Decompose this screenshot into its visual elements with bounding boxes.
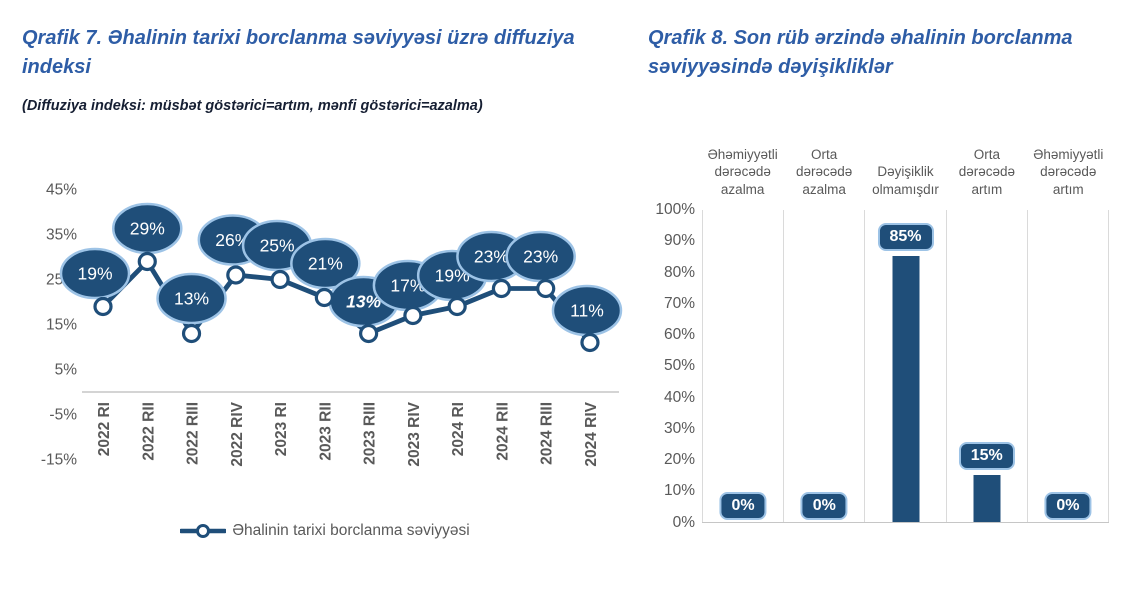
data-point-marker bbox=[226, 265, 246, 285]
category-label: Dəyişiklik olmamışdır bbox=[872, 164, 939, 198]
x-axis-category-label: 2024 RI bbox=[450, 402, 467, 456]
y-axis-tick-label: 35% bbox=[46, 227, 77, 244]
x-axis-category-label: 2023 RIV bbox=[406, 401, 423, 466]
y-axis-tick-label: 30% bbox=[663, 419, 695, 437]
y-axis-tick-label: 45% bbox=[46, 182, 77, 199]
data-label-value: 13% bbox=[346, 292, 381, 312]
chart7-plot: 45% 35% 25% 15% 5% -5% -15% 2022 RI 2022 RII 2022… bbox=[41, 182, 623, 469]
data-point-marker bbox=[137, 251, 157, 272]
bar-y-axis: 100% 90% 80% 70% 60% 50% 40% 30% 20% 10% 0% bbox=[648, 135, 695, 555]
data-label-value: 23% bbox=[474, 247, 509, 267]
category-label: Əhəmiyyətli dərəcədə azalma bbox=[707, 146, 778, 198]
x-axis-category-label: 2022 RI bbox=[96, 402, 113, 456]
x-axis-category-label: 2023 RI bbox=[273, 402, 290, 456]
y-axis-tick-label: 100% bbox=[655, 201, 695, 218]
data-label-value: 19% bbox=[77, 264, 112, 284]
bar-column: 0% bbox=[783, 210, 864, 522]
data-point-marker bbox=[580, 332, 600, 353]
data-label-value: 13% bbox=[174, 289, 209, 309]
bar bbox=[973, 474, 1001, 522]
bar-column: 15% bbox=[945, 210, 1027, 522]
data-point-marker bbox=[314, 287, 334, 308]
line-series-legend-icon bbox=[180, 524, 227, 538]
y-axis-tick-label: 60% bbox=[663, 326, 695, 343]
data-point-marker bbox=[93, 296, 113, 317]
x-axis-category-label: 2023 RII bbox=[317, 402, 334, 461]
y-axis-tick-label: 20% bbox=[663, 451, 695, 468]
chart7-subtitle: (Diffuziya indeksi: müsbət göstərici=art… bbox=[22, 98, 483, 114]
data-label-value: 25% bbox=[260, 236, 295, 256]
y-axis-tick-label: 50% bbox=[663, 357, 695, 375]
bar-plot-area: 0% 0% 85% 15% 0% bbox=[702, 210, 1110, 523]
category-label: Orta dərəcədə artım bbox=[958, 146, 1016, 198]
x-axis-category-label: 2022 RIV bbox=[229, 401, 246, 466]
data-point-marker bbox=[536, 278, 556, 299]
data-label-value: 11% bbox=[570, 301, 604, 321]
y-axis-tick-label: 70% bbox=[663, 294, 695, 312]
y-axis-tick-label: 40% bbox=[663, 388, 695, 406]
data-label-value: 29% bbox=[130, 219, 165, 239]
x-axis-category-label: 2023 RIII bbox=[362, 402, 379, 465]
data-label-value: 17% bbox=[390, 276, 425, 296]
chart7-title: Qrafik 7. Əhalinin tarixi borclanma səvi… bbox=[22, 27, 575, 78]
data-point-marker bbox=[403, 305, 423, 326]
data-label-value: 26% bbox=[215, 230, 250, 250]
chart8-title: Qrafik 8. Son rüb ərzində əhalinin borcl… bbox=[648, 27, 1073, 78]
data-point-marker bbox=[270, 269, 290, 290]
y-axis-tick-label: -15% bbox=[41, 452, 77, 469]
y-axis-tick-label: 15% bbox=[46, 317, 77, 334]
chart7-legend: Əhalinin tarixi borclanma səviyyəsi bbox=[25, 522, 625, 540]
y-axis-tick-label: -5% bbox=[49, 407, 77, 424]
bar-value-label: 0% bbox=[800, 491, 848, 520]
x-axis-category-label: 2022 RII bbox=[140, 402, 157, 461]
legend-label: Əhalinin tarixi borclanma səviyyəsi bbox=[232, 522, 470, 539]
data-point-marker bbox=[447, 296, 467, 317]
data-label-value: 21% bbox=[308, 254, 343, 274]
data-point-marker bbox=[359, 323, 379, 344]
bar-value-label: 15% bbox=[958, 441, 1015, 470]
data-label-bubble bbox=[59, 247, 131, 300]
category-label: Əhəmiyyətli dərəcədə artım bbox=[1033, 146, 1104, 198]
bar-value-label: 85% bbox=[877, 222, 934, 251]
x-axis-category-label: 2024 RIII bbox=[539, 402, 556, 465]
x-axis-category-label: 2024 RIV bbox=[583, 401, 600, 466]
bar-value-label: 0% bbox=[1044, 491, 1092, 520]
chart8-plot: Əhəmiyyətli dərəcədə azalma Orta dərəcədə… bbox=[648, 135, 1126, 555]
bar-column: 0% bbox=[702, 210, 783, 522]
data-point-marker bbox=[491, 278, 512, 299]
x-axis-category-label: 2024 RII bbox=[494, 402, 511, 461]
bar-column: 0% bbox=[1026, 210, 1110, 522]
data-label-value: 23% bbox=[523, 247, 558, 267]
bar-column: 85% bbox=[864, 210, 945, 522]
category-label: Orta dərəcədə azalma bbox=[795, 146, 853, 198]
data-label-value: 19% bbox=[435, 266, 470, 286]
data-label-bubble bbox=[156, 272, 227, 325]
y-axis-tick-label: 10% bbox=[663, 482, 695, 500]
y-axis-tick-label: 90% bbox=[663, 232, 695, 250]
bar bbox=[892, 255, 919, 522]
y-axis-tick-label: 80% bbox=[663, 263, 695, 281]
category-labels-row: Əhəmiyyətli dərəcədə azalma Orta dərəcədə… bbox=[702, 137, 1109, 199]
y-axis-tick-label: 0% bbox=[672, 513, 695, 531]
bar-value-label: 0% bbox=[719, 491, 767, 520]
data-point-marker bbox=[181, 323, 202, 344]
x-axis-category-label: 2022 RIII bbox=[185, 402, 202, 465]
y-axis-tick-label: 5% bbox=[55, 362, 78, 379]
